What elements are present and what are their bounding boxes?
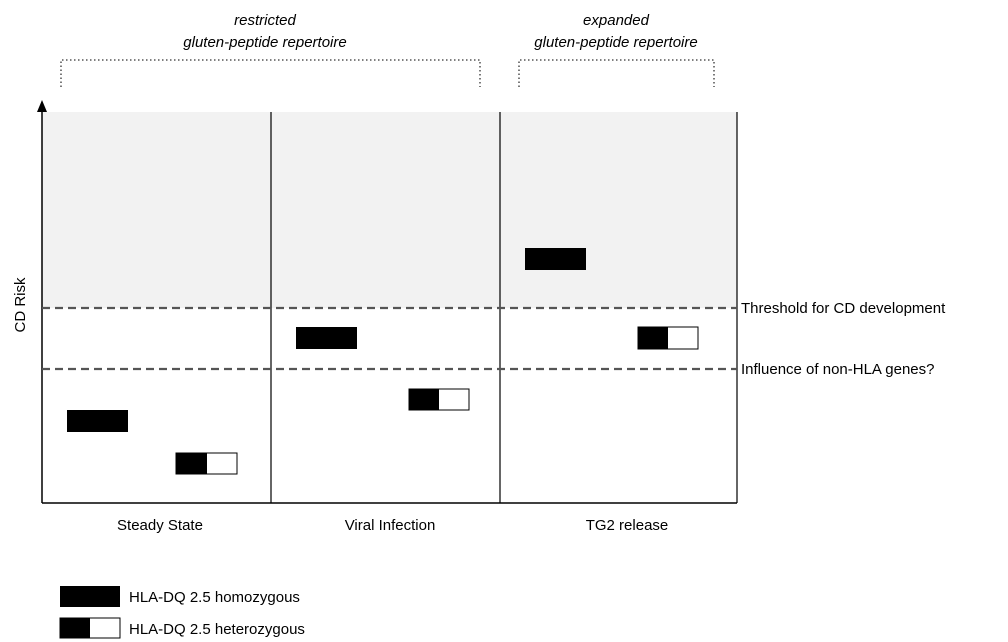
- expanded-bracket: [518, 59, 715, 87]
- expanded-label-line1: expanded: [583, 12, 650, 29]
- legend-homozygous-swatch: [60, 586, 120, 607]
- y-axis-label: CD Risk: [12, 277, 29, 332]
- column-label-viral-infection: Viral Infection: [345, 517, 436, 534]
- heterozygous-marker-viral-infection: [408, 388, 470, 411]
- column-label-tg2-release: TG2 release: [586, 517, 669, 534]
- column-label-steady-state: Steady State: [117, 517, 203, 534]
- expanded-label-line2: gluten-peptide repertoire: [534, 34, 697, 51]
- heterozygous-marker-tg2-release: [637, 326, 699, 350]
- threshold-label: Threshold for CD development: [741, 300, 946, 317]
- non-hla-label: Influence of non-HLA genes?: [741, 361, 934, 378]
- homozygous-marker-tg2-release: [525, 248, 586, 270]
- restricted-label-line1: restricted: [234, 12, 296, 29]
- shaded-risk-region: [42, 112, 737, 308]
- legend-heterozygous-label: HLA-DQ 2.5 heterozygous: [129, 621, 305, 638]
- heterozygous-marker-steady-state: [175, 452, 238, 475]
- restricted-label-line2: gluten-peptide repertoire: [183, 34, 346, 51]
- homozygous-marker-steady-state: [67, 410, 128, 432]
- legend-homozygous-label: HLA-DQ 2.5 homozygous: [129, 589, 300, 606]
- y-axis-arrow: [37, 100, 47, 112]
- homozygous-marker-viral-infection: [296, 327, 357, 349]
- legend-heterozygous-swatch: [59, 617, 121, 639]
- restricted-bracket: [60, 59, 481, 87]
